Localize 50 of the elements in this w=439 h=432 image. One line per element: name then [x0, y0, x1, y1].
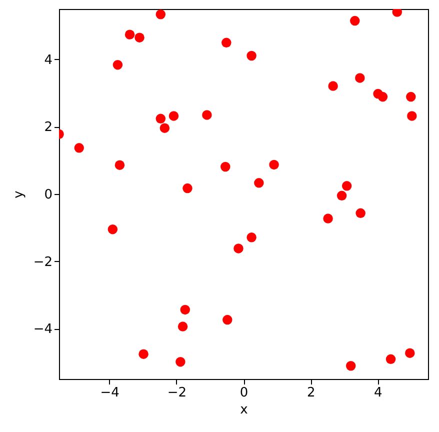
point — [74, 143, 84, 153]
x-tick-label: −2 — [167, 386, 186, 400]
point — [355, 73, 365, 83]
x-axis-title: x — [240, 402, 248, 418]
point — [342, 181, 352, 191]
y-tick-label: 2 — [44, 120, 52, 136]
point — [138, 349, 148, 359]
point — [134, 32, 144, 42]
point — [220, 162, 230, 172]
point — [386, 354, 396, 364]
point — [350, 16, 360, 26]
point — [246, 50, 256, 61]
y-tick-label: 4 — [44, 52, 52, 68]
point — [346, 361, 356, 371]
point — [356, 208, 366, 218]
point — [323, 214, 333, 224]
x-tick-label: 0 — [240, 386, 248, 400]
y-tick-label: 0 — [44, 188, 52, 202]
point — [156, 10, 166, 20]
point — [405, 348, 415, 358]
y-tick-label: −4 — [33, 322, 52, 338]
point — [108, 224, 118, 234]
point — [269, 160, 279, 170]
x-tick-label: 4 — [374, 386, 382, 400]
point — [178, 322, 188, 332]
y-axis-title: y — [11, 190, 26, 198]
point — [112, 60, 123, 70]
point — [336, 190, 347, 201]
point — [392, 9, 402, 17]
x-tick-label: 2 — [306, 386, 316, 400]
point — [176, 356, 186, 367]
point — [406, 92, 416, 102]
point — [160, 123, 170, 133]
point — [246, 232, 256, 242]
point — [114, 160, 125, 170]
point — [222, 38, 232, 48]
y-tick-label: −2 — [33, 254, 52, 270]
x-tick-label: −4 — [100, 386, 120, 400]
point — [222, 314, 232, 325]
point — [156, 114, 166, 124]
point — [328, 81, 338, 91]
point — [182, 183, 192, 194]
point — [202, 110, 212, 120]
point — [407, 111, 417, 121]
point — [234, 244, 244, 254]
point — [124, 30, 135, 40]
point — [180, 304, 190, 315]
point — [254, 178, 264, 188]
point — [168, 111, 179, 121]
point — [378, 92, 388, 102]
